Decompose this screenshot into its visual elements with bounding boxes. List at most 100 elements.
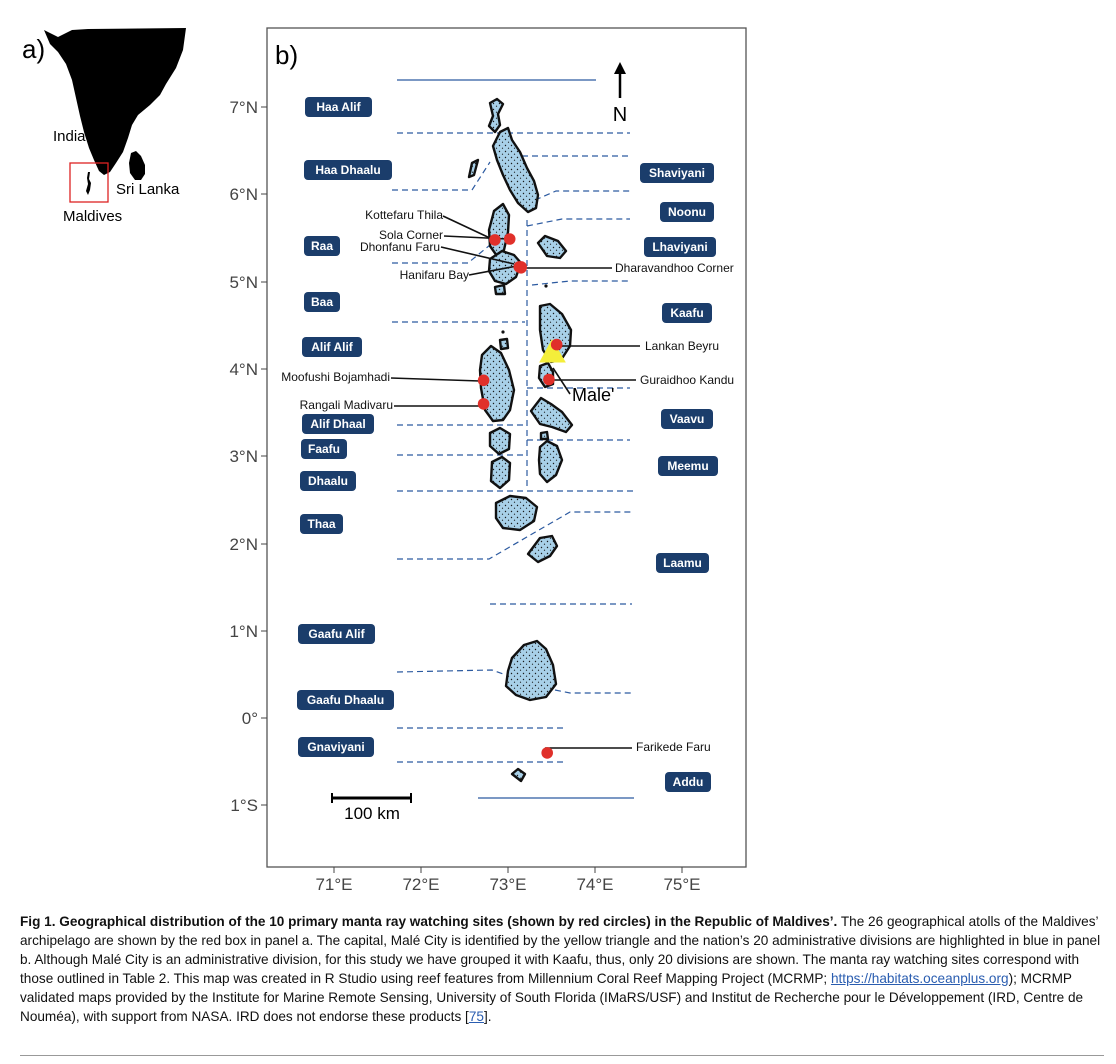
division-badge <box>302 337 362 357</box>
india-landmass <box>44 28 186 175</box>
figure: a) India Sri Lanka Maldives b) 7°N 6°N 5… <box>22 27 747 894</box>
lat-tick-label: 6°N <box>229 185 258 204</box>
lat-tick-label: 7°N <box>229 98 258 117</box>
lat-axis: 7°N 6°N 5°N 4°N 3°N 2°N 1°N 0° 1°S <box>229 98 267 815</box>
atoll-rasdhoo <box>498 337 510 351</box>
site-label: Farikede Faru <box>636 740 711 754</box>
arrow-up-icon <box>614 62 626 74</box>
maldives-label: Maldives <box>63 208 122 225</box>
lon-tick-label: 73°E <box>489 875 526 894</box>
division-badge <box>658 456 718 476</box>
atoll-mulaku <box>537 439 564 484</box>
division-label: Haa Alif <box>316 100 361 114</box>
site-label: Sola Corner <box>379 228 443 242</box>
caption-divider <box>20 1055 1104 1056</box>
lat-tick-label: 2°N <box>229 535 258 554</box>
division-label: Alif Dhaal <box>310 417 365 431</box>
site-label: Moofushi Bojamhadi <box>281 370 390 384</box>
division-badge <box>656 553 709 573</box>
division-label: Shaviyani <box>649 166 705 180</box>
lat-tick-label: 1°N <box>229 622 258 641</box>
caption-reference-link[interactable]: 75 <box>468 1009 484 1024</box>
leader-line <box>440 246 515 265</box>
north-arrow: N <box>613 62 627 126</box>
atoll-islet-west <box>467 158 480 179</box>
division-badge <box>298 624 375 644</box>
division-badge <box>300 514 343 534</box>
atoll-north-nilandhe <box>488 426 512 456</box>
division-badge <box>300 471 356 491</box>
atoll-huvadhoo <box>504 639 558 702</box>
atoll-islet-dot <box>544 284 548 288</box>
atoll-addu <box>510 767 527 783</box>
panel-b-label: b) <box>275 40 298 70</box>
division-badge <box>661 409 713 429</box>
division-badge <box>644 237 716 257</box>
site-label: Rangali Madivaru <box>300 398 393 412</box>
leader-line <box>442 215 493 240</box>
site-label: Hanifaru Bay <box>400 268 469 282</box>
boundary-line <box>534 190 630 201</box>
atoll-kolhumadulu <box>494 494 539 532</box>
site-marker <box>515 261 527 273</box>
division-badge <box>665 772 711 792</box>
lat-tick-label: 5°N <box>229 273 258 292</box>
division-label: Laamu <box>663 556 702 570</box>
leader-line <box>552 367 571 395</box>
boundary-line <box>392 244 491 264</box>
division-label: Addu <box>673 775 704 789</box>
caption-link[interactable]: https://habitats.oceanplus.org <box>830 971 1009 986</box>
leader-line <box>468 265 518 276</box>
division-badge <box>304 236 340 256</box>
site-label: Kottefaru Thila <box>365 208 443 222</box>
division-label: Alif Alif <box>311 340 354 354</box>
lon-tick-label: 72°E <box>402 875 439 894</box>
division-label: Raa <box>311 239 333 253</box>
division-labels: Haa Alif Haa Dhaalu Raa Baa Alif Alif Al… <box>297 97 718 792</box>
division-badge <box>298 737 374 757</box>
atoll-fasdhutherethere <box>536 234 568 260</box>
division-badge <box>640 163 714 183</box>
site-label: Dharavandhoo Corner <box>615 261 734 275</box>
lat-tick-label: 3°N <box>229 447 258 466</box>
map-panel: b) 7°N 6°N 5°N 4°N 3°N 2°N 1°N 0° 1°S 71… <box>229 27 747 894</box>
site-marker <box>477 374 490 387</box>
lat-tick-label: 4°N <box>229 360 258 379</box>
boundary-line <box>396 669 507 676</box>
site-label: Lankan Beyru <box>645 339 719 353</box>
capital-triangle <box>539 338 566 363</box>
division-label: Gaafu Alif <box>308 627 365 641</box>
caption-text: ]. <box>483 1009 492 1024</box>
scale-bar-label: 100 km <box>344 804 400 823</box>
division-badge <box>304 292 340 312</box>
atoll-thiladhunmathi <box>491 126 540 214</box>
division-label: Lhaviyani <box>652 240 707 254</box>
division-label: Meemu <box>667 459 708 473</box>
site-marker <box>477 398 490 410</box>
site-marker <box>489 234 501 246</box>
site-marker <box>541 747 553 759</box>
site-leaders <box>390 215 640 749</box>
atoll-islet-dot <box>501 330 505 334</box>
site-marker <box>503 233 516 245</box>
division-label: Haa Dhaalu <box>315 163 380 177</box>
division-badge <box>305 97 372 117</box>
division-label: Baa <box>311 295 333 309</box>
site-markers <box>477 233 563 759</box>
division-label: Gnaviyani <box>307 740 364 754</box>
division-badge <box>301 439 347 459</box>
site-labels: Kottefaru Thila Sola Corner Dhonfanu Far… <box>281 208 734 754</box>
caption-label: Fig 1. <box>20 914 56 929</box>
boundary-line <box>397 511 632 560</box>
site-marker <box>543 373 555 386</box>
figure-caption: Fig 1. Geographical distribution of the … <box>20 912 1104 1026</box>
division-label: Vaavu <box>670 412 705 426</box>
maldives-box <box>69 162 109 203</box>
maldives-islands-inset <box>86 172 91 195</box>
boundary-line <box>392 161 491 191</box>
division-badge <box>302 414 374 434</box>
capital-label: Male' <box>572 385 614 405</box>
panel-a-label: a) <box>22 34 45 64</box>
lon-axis: 71°E 72°E 73°E 74°E 75°E <box>315 867 701 894</box>
lat-tick-label: 0° <box>242 709 258 728</box>
